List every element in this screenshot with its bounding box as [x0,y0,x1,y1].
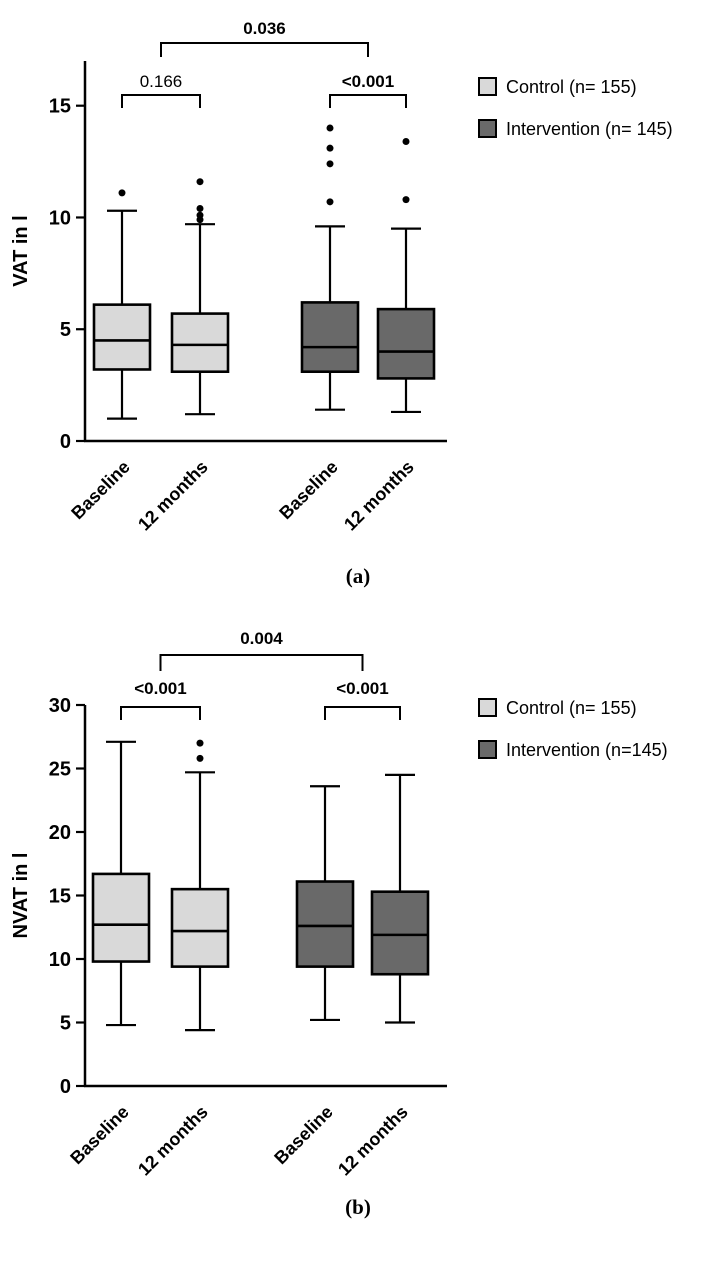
x-category-label: 12 months [334,1102,412,1180]
outlier-dot-intervention-baseline [326,160,334,168]
outlier-dot-control-12-months [196,205,204,213]
y-axis-label: NVAT in l [10,853,32,939]
p-value-label: <0.001 [342,72,394,91]
p-value-label: 0.166 [140,72,183,91]
box-control-12-months [170,312,230,374]
legend-label-intervention: Intervention (n= 145) [506,119,673,139]
significance-bracket [324,706,401,720]
legend-label-control: Control (n= 155) [506,77,637,97]
box-intervention-12-months [370,890,430,976]
figure: 0 5 10 15 VAT in l Baseline 12 months Baseline 1… [0,6,716,1220]
legend-swatch-control [478,77,497,96]
outlier-dot-control-baseline [118,189,126,197]
legend-label-control: Control (n= 155) [506,698,637,718]
x-category-label: 12 months [134,1102,212,1180]
panel-b: 0 5 10 15 20 25 30 NVAT in l Baseline 12 months Ba… [0,613,716,1220]
x-category-label: 12 months [134,457,212,535]
box-control-baseline [91,872,151,963]
y-tick-label: 15 [49,886,71,908]
legend-swatch-intervention [478,740,497,759]
outlier-dot-control-12-months [196,178,204,186]
box-intervention-12-months [376,307,436,380]
significance-bracket [160,42,369,57]
legend-label-intervention: Intervention (n=145) [506,740,668,760]
y-tick-label: 15 [49,96,71,118]
y-axis-label: VAT in l [10,215,32,286]
box-control-12-months [170,887,230,968]
y-tick-label: 5 [60,319,71,341]
y-tick-label: 0 [60,1076,71,1098]
x-category-label: 12 months [340,457,418,535]
significance-bracket [159,654,364,671]
box-control-baseline [92,303,152,371]
y-tick-label: 5 [60,1013,71,1035]
significance-bracket [120,706,201,720]
box-intervention-baseline [300,301,360,374]
outlier-dot-control-12-months [196,754,204,762]
legend-swatch-control [478,698,497,717]
significance-bracket [329,94,407,108]
p-value-label: 0.036 [243,19,286,38]
outlier-dot-intervention-12-months [402,196,410,204]
outlier-dot-control-12-months [196,739,204,747]
x-category-label: Baseline [270,1102,337,1169]
x-category-label: Baseline [275,457,342,524]
outlier-dot-intervention-baseline [326,144,334,152]
y-tick-label: 10 [49,207,71,229]
y-tick-label: 30 [49,695,71,717]
outlier-dot-intervention-baseline [326,198,334,206]
outlier-dot-intervention-baseline [326,124,334,132]
significance-bracket [121,94,201,108]
outlier-dot-intervention-12-months [402,137,410,145]
y-tick-label: 10 [49,949,71,971]
y-tick-label: 25 [49,759,71,781]
y-tick-label: 0 [60,431,71,453]
panel-a: 0 5 10 15 VAT in l Baseline 12 months Baseline 1… [0,6,716,589]
caption-b: (b) [345,1195,371,1219]
x-category-label: Baseline [66,1102,133,1169]
legend-swatch-intervention [478,119,497,138]
caption-a: (a) [345,564,371,588]
p-value-label: <0.001 [336,679,388,698]
outlier-dot-control-12-months [196,211,204,219]
p-value-label: 0.004 [240,629,283,648]
x-category-label: Baseline [67,457,134,524]
y-tick-label: 20 [49,822,71,844]
box-intervention-baseline [295,880,355,968]
p-value-label: <0.001 [134,679,186,698]
